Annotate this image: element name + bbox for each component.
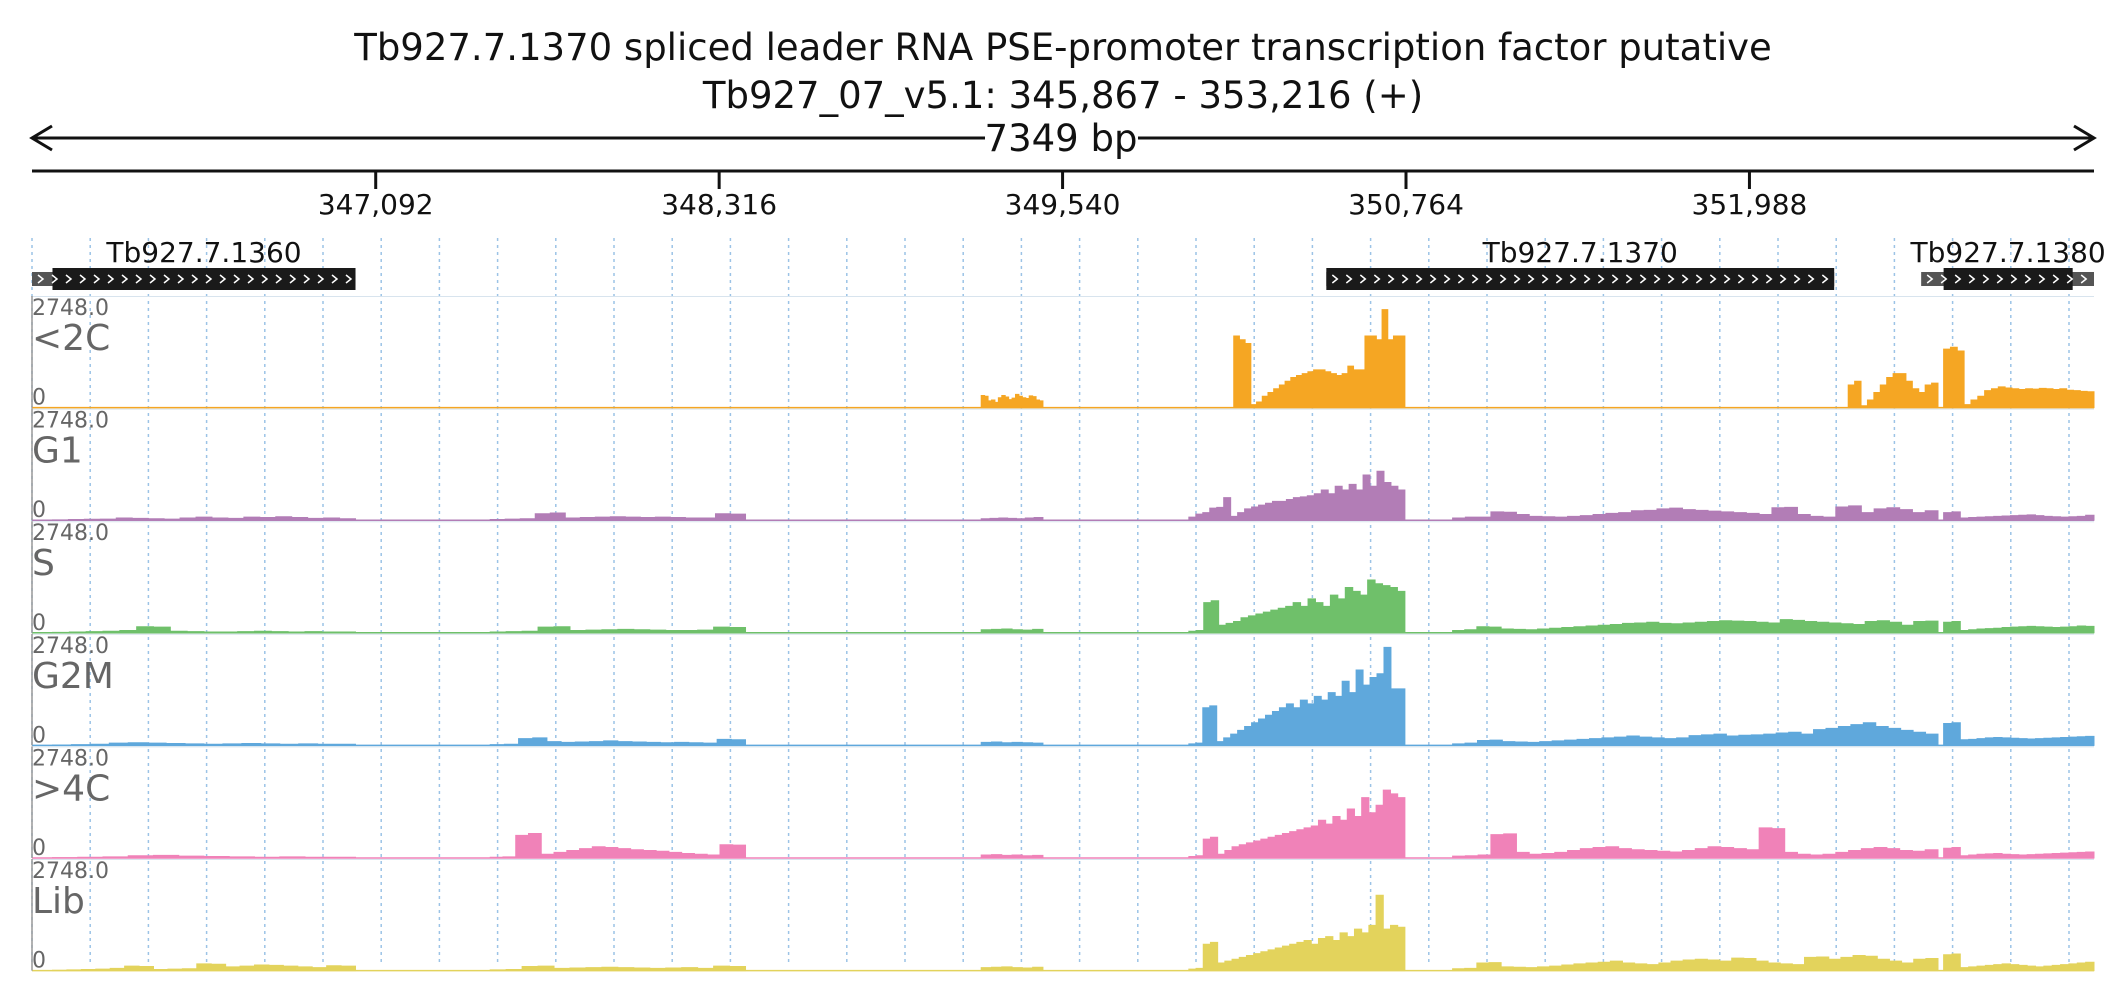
gene-label: Tb927.7.1380 [1910, 236, 2106, 269]
coverage-area [1188, 579, 1406, 634]
coverage-area [1943, 722, 2095, 746]
coverage-area [1452, 619, 1939, 634]
coverage-area [1943, 620, 2095, 634]
track-ymin-label: 0 [32, 723, 46, 748]
span-indicator: 7349 bp [29, 117, 2097, 160]
strand-chevron-icon [1331, 274, 1829, 284]
gene-body [1943, 268, 2073, 290]
ruler-tick-label: 351,988 [1692, 188, 1808, 221]
coverage-area [489, 737, 747, 746]
gene-label: Tb927.7.1360 [105, 236, 301, 269]
coverage-area [980, 966, 1044, 972]
coverage-area [980, 854, 1044, 859]
coverage-area [51, 963, 357, 972]
track-ymax-label: 2748.0 [32, 521, 109, 546]
span-arrow-right-icon [2073, 124, 2097, 152]
coverage-area [489, 965, 747, 972]
figure-title: Tb927.7.1370 spliced leader RNA PSE-prom… [353, 26, 1772, 69]
span-label: 7349 bp [985, 117, 1138, 160]
coverage-tracks: 2748.0<2C02748.0G102748.0S02748.0G2M0274… [31, 296, 2095, 974]
track-ymax-label: 2748.0 [32, 746, 109, 771]
track-name-label: <2C [32, 318, 110, 359]
coverage-track: 2748.0S 0 [31, 521, 2095, 636]
track-ymin-label: 0 [32, 949, 46, 974]
coverage-track: 2748.0<2C 0 [31, 296, 2095, 411]
gene-track: Tb927.7.1360 Tb927.7.1370 Tb927.7.1380 [32, 236, 2106, 290]
coverage-area [1188, 646, 1406, 746]
track-ymin-label: 0 [32, 386, 46, 411]
coverage-area [980, 393, 1044, 409]
coverage-area [1188, 470, 1406, 521]
track-ymin-label: 0 [32, 836, 46, 861]
gene-feature: Tb927.7.1380 [1910, 236, 2106, 290]
figure-subtitle: Tb927_07_v5.1: 345,867 - 353,216 (+) [702, 74, 1423, 117]
gene-feature: Tb927.7.1360 [32, 236, 356, 290]
track-name-label: Lib [32, 881, 85, 922]
coverage-area [1188, 789, 1406, 859]
track-name-label: G2M [32, 656, 114, 697]
track-ymax-label: 2748.0 [32, 634, 109, 659]
coverage-area [489, 512, 747, 521]
coverage-area [1452, 827, 1939, 859]
coverage-area [1188, 894, 1406, 972]
gene-label: Tb927.7.1370 [1482, 236, 1678, 269]
coverage-area [1233, 309, 1406, 409]
coverage-area [51, 626, 357, 634]
ruler-tick-label: 350,764 [1348, 188, 1464, 221]
coverage-area [980, 628, 1044, 634]
coverage-area [1943, 953, 2095, 972]
coverage-area [489, 626, 747, 634]
coverage-area [1452, 955, 1939, 972]
coverage-area [51, 516, 357, 521]
coverage-area [1943, 511, 2095, 521]
strand-chevron-icon [1926, 274, 2088, 284]
gene-feature: Tb927.7.1370 [1326, 236, 1835, 290]
strand-chevron-icon [37, 274, 353, 284]
ruler-tick-label: 348,316 [661, 188, 777, 221]
ruler-tick-label: 347,092 [318, 188, 434, 221]
span-arrow-left-icon [29, 124, 53, 152]
track-ymin-label: 0 [32, 498, 46, 523]
coverage-area [1943, 346, 2095, 409]
coverage-area [980, 741, 1044, 746]
coverage-track: 2748.0>4C 0 [31, 746, 2095, 861]
track-ymin-label: 0 [32, 611, 46, 636]
ruler-ticks: 347,092 348,316 349,540 350,764 351,988 [318, 171, 1808, 221]
coverage-area [1452, 722, 1939, 746]
track-name-label: S [32, 543, 55, 584]
coverage-area [1943, 846, 2095, 859]
gene-body [52, 268, 356, 290]
coverage-area [1452, 505, 1939, 521]
track-ymax-label: 2748.0 [32, 296, 109, 321]
ruler-tick-label: 349,540 [1005, 188, 1121, 221]
track-name-label: >4C [32, 768, 110, 809]
gene-body [1326, 268, 1835, 290]
coverage-area [1847, 373, 1939, 409]
track-ymax-label: 2748.0 [32, 409, 109, 434]
coverage-track: 2748.0G1 0 [31, 408, 2095, 523]
coverage-area [489, 832, 747, 859]
track-name-label: G1 [32, 431, 83, 472]
track-ymax-label: 2748.0 [32, 859, 109, 884]
